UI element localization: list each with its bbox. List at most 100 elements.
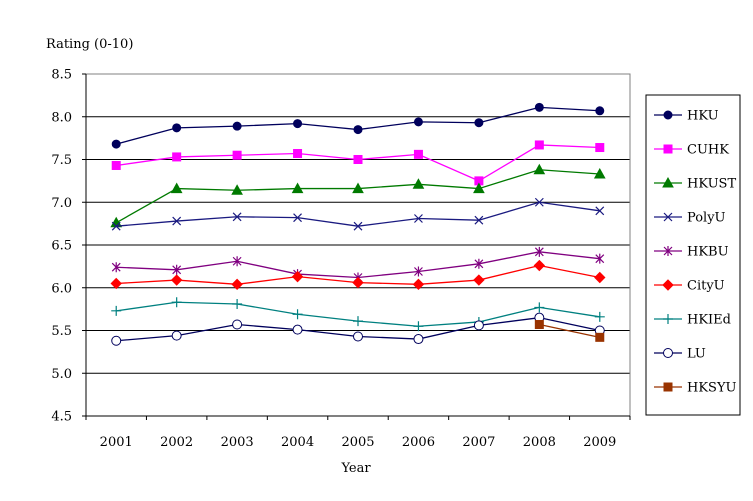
data-point <box>110 277 122 290</box>
legend-item-cuhk: CUHK <box>654 143 729 158</box>
series-polyu <box>111 197 605 231</box>
data-point <box>171 330 182 341</box>
data-point <box>353 331 363 342</box>
data-point <box>231 184 243 195</box>
data-point <box>111 139 121 149</box>
data-point <box>594 311 605 322</box>
data-point <box>111 305 122 316</box>
x-tick-label: 2001 <box>100 435 133 450</box>
data-point <box>413 334 424 345</box>
legend-box <box>645 94 741 416</box>
legend-item-hkust: HKUST <box>654 177 736 192</box>
data-point <box>111 160 121 170</box>
data-point <box>172 216 182 226</box>
legend-item-hkied: HKIEd <box>654 313 731 328</box>
legend-item-cityu: CityU <box>654 279 725 294</box>
series-hkied <box>111 297 605 332</box>
data-point <box>292 309 303 320</box>
data-point <box>353 125 363 135</box>
data-point <box>232 121 242 131</box>
legend-swatch-marker <box>662 279 674 291</box>
data-point <box>353 221 363 231</box>
data-point <box>352 276 364 289</box>
legend-item-hkbu: HKBU <box>654 245 729 260</box>
series-hkust <box>110 163 606 228</box>
y-tick-label: 5.5 <box>51 324 72 339</box>
legend-swatch-marker <box>663 110 673 120</box>
legend-swatch-marker <box>663 246 673 256</box>
data-point <box>293 149 303 159</box>
data-point <box>172 123 182 133</box>
legend-label: HKU <box>687 109 719 124</box>
data-point <box>595 206 605 216</box>
series-cuhk <box>111 140 605 186</box>
data-point <box>111 262 121 273</box>
data-point <box>111 221 121 231</box>
data-point <box>474 258 484 269</box>
series-line <box>115 169 600 224</box>
y-axis-title: Rating (0-10) <box>46 37 133 52</box>
legend-swatch-marker <box>663 348 673 358</box>
legend-swatch-marker <box>663 212 673 222</box>
data-point <box>231 278 243 291</box>
legend-item-polyu: PolyU <box>654 211 726 226</box>
data-point <box>292 324 303 335</box>
x-tick-label: 2006 <box>402 435 435 450</box>
data-point <box>534 102 544 112</box>
data-point <box>170 274 183 286</box>
data-point <box>534 197 544 207</box>
y-tick-label: 6.0 <box>51 281 72 296</box>
x-tick-label: 2003 <box>221 435 254 450</box>
data-point <box>533 259 546 272</box>
data-point <box>172 152 182 162</box>
data-point <box>474 118 484 128</box>
x-tick-label: 2005 <box>341 435 374 450</box>
legend-label: LU <box>687 347 706 362</box>
x-tick-label: 2008 <box>523 435 556 450</box>
legend-label: HKSYU <box>687 381 737 396</box>
legend-label: CUHK <box>687 143 729 158</box>
data-point <box>473 182 485 194</box>
data-point <box>232 212 242 222</box>
legend-label: HKIEd <box>687 313 731 328</box>
data-point <box>171 297 182 308</box>
data-point <box>474 215 484 225</box>
series-hksyu <box>534 320 605 342</box>
series-line <box>116 201 600 227</box>
data-point <box>594 271 606 284</box>
x-tick-label: 2002 <box>160 435 193 450</box>
series-line <box>539 323 600 338</box>
data-point <box>352 182 364 194</box>
legend-label: HKUST <box>687 177 736 192</box>
data-point <box>595 143 605 153</box>
data-point <box>232 319 243 330</box>
legend-item-hku: HKU <box>654 109 719 124</box>
legend-swatch-marker <box>663 144 673 154</box>
data-point <box>533 163 546 175</box>
legend-swatch-marker <box>662 176 674 188</box>
data-point <box>291 182 304 194</box>
x-axis-title: Year <box>340 461 371 476</box>
data-point <box>412 178 425 189</box>
y-tick-label: 7.0 <box>51 196 72 211</box>
series-layer <box>110 102 606 346</box>
data-point <box>595 106 605 116</box>
data-point <box>534 302 545 313</box>
legend-item-lu: LU <box>654 347 706 362</box>
data-point <box>413 321 424 332</box>
data-point <box>111 335 122 346</box>
data-point <box>291 270 304 283</box>
data-point <box>293 213 302 223</box>
y-tick-label: 4.5 <box>51 410 72 425</box>
data-point <box>595 332 605 342</box>
data-point <box>534 246 544 257</box>
series-lu <box>111 312 605 346</box>
data-point <box>353 155 363 164</box>
data-point <box>595 253 605 264</box>
axes: 8.5 8.0 7.5 7.0 6.5 6.0 5.5 5.0 4.5 2001 2002 2003 2… <box>51 68 631 450</box>
data-point <box>293 119 303 129</box>
data-point <box>413 149 423 159</box>
legend-swatch-marker <box>663 314 673 324</box>
